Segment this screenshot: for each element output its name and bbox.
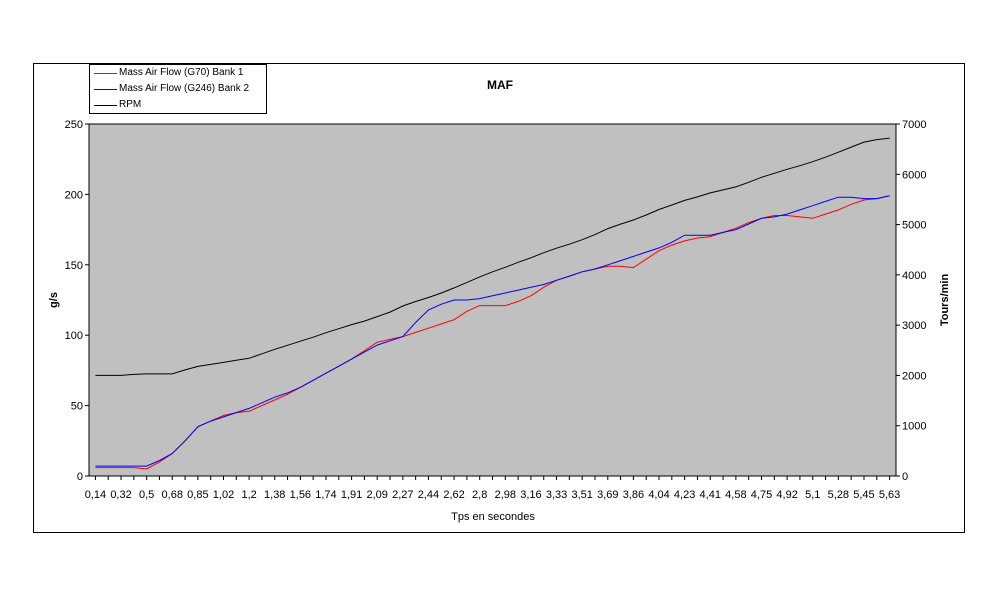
legend-swatch bbox=[94, 89, 117, 90]
x-tick-label: 3,51 bbox=[571, 489, 592, 501]
x-tick-label: 1,02 bbox=[213, 489, 234, 501]
y2-tick-label: 4000 bbox=[902, 270, 926, 282]
legend: Mass Air Flow (G70) Bank 1 Mass Air Flow … bbox=[89, 64, 267, 114]
y-axis-label: g/s bbox=[48, 292, 60, 308]
x-tick-label: 1,2 bbox=[241, 489, 256, 501]
x-tick-label: 2,44 bbox=[418, 489, 439, 501]
x-tick-label: 0,68 bbox=[162, 489, 183, 501]
legend-item: RPM bbox=[90, 97, 266, 113]
x-tick-label: 2,09 bbox=[367, 489, 388, 501]
y2-tick-label: 7000 bbox=[902, 119, 926, 131]
x-tick-label: 5,45 bbox=[853, 489, 874, 501]
x-tick-label: 4,75 bbox=[751, 489, 772, 501]
legend-swatch bbox=[94, 105, 117, 106]
y-tick-label: 50 bbox=[71, 401, 83, 413]
axes: 0 50 100 150 200 250 0 1000 2000 3000 4000 5000 6000… bbox=[65, 119, 927, 501]
legend-label: Mass Air Flow (G246) Bank 2 bbox=[119, 83, 250, 94]
y2-tick-label: 5000 bbox=[902, 220, 926, 232]
legend-label: Mass Air Flow (G70) Bank 1 bbox=[119, 67, 244, 78]
series-line bbox=[95, 195, 890, 467]
x-tick-label: 3,86 bbox=[623, 489, 644, 501]
y2-tick-label: 0 bbox=[902, 471, 908, 483]
x-tick-label: 0,32 bbox=[110, 489, 131, 501]
x-tick-label: 2,62 bbox=[443, 489, 464, 501]
x-tick-label: 1,56 bbox=[290, 489, 311, 501]
x-tick-label: 1,91 bbox=[341, 489, 362, 501]
x-axis-label: Tps en secondes bbox=[451, 511, 535, 523]
y2-tick-label: 1000 bbox=[902, 421, 926, 433]
x-tick-label: 4,41 bbox=[700, 489, 721, 501]
y-tick-label: 150 bbox=[65, 260, 83, 272]
x-tick-label: 0,85 bbox=[187, 489, 208, 501]
x-tick-label: 0,5 bbox=[139, 489, 154, 501]
x-tick-label: 4,58 bbox=[725, 489, 746, 501]
x-tick-label: 1,38 bbox=[264, 489, 285, 501]
x-tick-label: 5,28 bbox=[828, 489, 849, 501]
x-tick-label: 3,33 bbox=[546, 489, 567, 501]
series-line bbox=[95, 137, 890, 376]
x-tick-label: 1,74 bbox=[315, 489, 336, 501]
y2-axis-label: Tours/min bbox=[939, 274, 951, 327]
legend-item: Mass Air Flow (G70) Bank 1 bbox=[90, 65, 266, 81]
x-tick-label: 2,8 bbox=[472, 489, 487, 501]
x-tick-label: 4,92 bbox=[776, 489, 797, 501]
x-tick-label: 3,16 bbox=[520, 489, 541, 501]
legend-label: RPM bbox=[119, 99, 142, 110]
legend-swatch bbox=[94, 73, 117, 74]
x-tick-label: 5,1 bbox=[805, 489, 820, 501]
y-tick-label: 200 bbox=[65, 189, 83, 201]
x-tick-label: 5,63 bbox=[879, 489, 900, 501]
plot-area bbox=[88, 123, 897, 477]
series-lines bbox=[95, 137, 890, 470]
x-tick-label: 4,23 bbox=[674, 489, 695, 501]
y2-tick-label: 3000 bbox=[902, 320, 926, 332]
x-tick-label: 2,98 bbox=[495, 489, 516, 501]
legend-item: Mass Air Flow (G246) Bank 2 bbox=[90, 81, 266, 97]
x-tick-label: 3,69 bbox=[597, 489, 618, 501]
y2-tick-label: 6000 bbox=[902, 169, 926, 181]
y-tick-label: 100 bbox=[65, 330, 83, 342]
y-tick-label: 0 bbox=[77, 471, 83, 483]
x-tick-label: 2,27 bbox=[392, 489, 413, 501]
x-tick-label: 0,14 bbox=[85, 489, 106, 501]
y-tick-label: 250 bbox=[65, 119, 83, 131]
y2-tick-label: 2000 bbox=[902, 370, 926, 382]
x-tick-label: 4,04 bbox=[648, 489, 669, 501]
chart-title: MAF bbox=[487, 78, 513, 92]
